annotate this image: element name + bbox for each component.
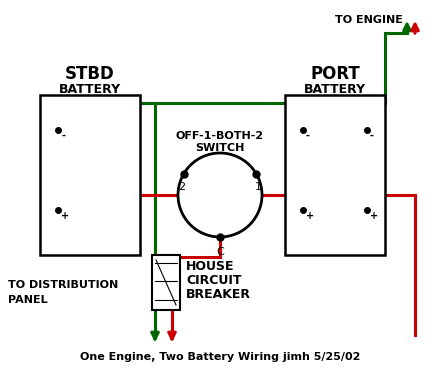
Text: STBD: STBD	[65, 65, 115, 83]
Text: C: C	[216, 247, 224, 257]
Bar	[40, 95, 140, 255]
Text: -: -	[306, 131, 310, 141]
Text: 1: 1	[255, 182, 262, 192]
Text: -: -	[370, 131, 374, 141]
Text: OFF-1-BOTH-2: OFF-1-BOTH-2	[176, 131, 264, 141]
Text: TO ENGINE: TO ENGINE	[335, 15, 403, 25]
Text: PANEL: PANEL	[8, 295, 48, 305]
Circle shape	[178, 153, 262, 237]
Text: +: +	[306, 211, 314, 221]
Text: BREAKER: BREAKER	[186, 288, 251, 301]
Text: -: -	[61, 131, 65, 141]
Text: BATTERY: BATTERY	[59, 83, 121, 96]
Text: PORT: PORT	[310, 65, 360, 83]
Text: SWITCH: SWITCH	[195, 143, 245, 153]
Text: HOUSE: HOUSE	[186, 260, 235, 273]
Text: TO DISTRIBUTION: TO DISTRIBUTION	[8, 280, 118, 290]
Text: BATTERY: BATTERY	[304, 83, 366, 96]
Text: +: +	[370, 211, 378, 221]
Text: +: +	[61, 211, 69, 221]
Text: 2: 2	[178, 182, 185, 192]
Text: CIRCUIT: CIRCUIT	[186, 274, 242, 287]
Bar	[285, 95, 385, 255]
Bar	[152, 255, 180, 310]
Text: One Engine, Two Battery Wiring jimh 5/25/02: One Engine, Two Battery Wiring jimh 5/25…	[80, 352, 361, 362]
